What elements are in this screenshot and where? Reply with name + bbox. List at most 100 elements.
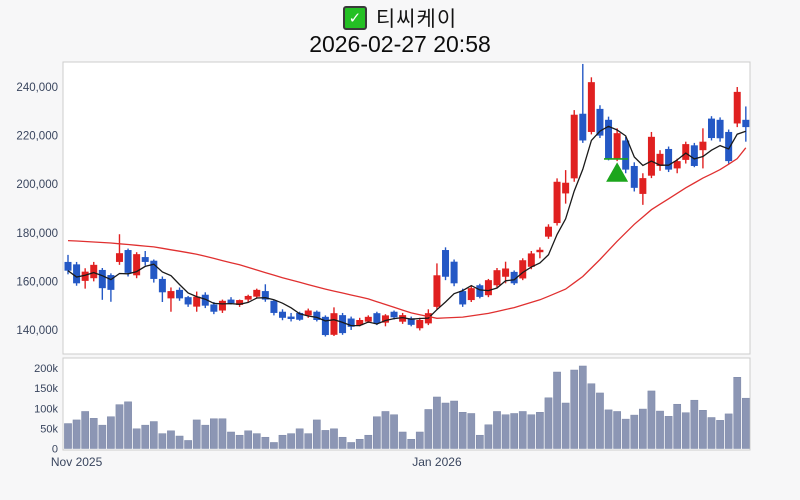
candle-body — [493, 270, 501, 286]
volume-bar — [81, 411, 90, 449]
volume-bar — [604, 409, 613, 449]
volume-bar — [450, 400, 458, 449]
volume-bar — [287, 433, 295, 449]
candle-body — [725, 131, 733, 162]
volume-bar — [373, 416, 381, 449]
price-tick-label: 140,000 — [16, 325, 58, 337]
volume-bar — [252, 433, 261, 449]
candle-body — [553, 181, 561, 224]
volume-bar — [270, 442, 278, 449]
candle-body — [373, 313, 381, 324]
candle-body — [708, 118, 715, 139]
volume-bar — [347, 442, 355, 449]
volume-bar — [192, 419, 201, 449]
short-ma-line — [67, 125, 747, 327]
volume-tick-label: 200k — [34, 363, 58, 375]
volume-bar — [510, 413, 519, 449]
volume-bar — [733, 377, 742, 449]
price-tick-label: 200,000 — [16, 179, 58, 191]
candle-body — [682, 144, 690, 160]
candle-body — [150, 260, 158, 279]
candle-body — [313, 311, 321, 320]
candle-body — [81, 271, 89, 281]
price-tick-label: 240,000 — [16, 82, 58, 94]
candle-body — [201, 294, 209, 306]
volume-bar — [244, 430, 253, 449]
stock-name: 티씨케이 — [375, 8, 458, 31]
candle-body — [287, 316, 295, 320]
volume-tick-label: 150k — [34, 383, 58, 395]
volume-bar — [381, 411, 390, 449]
volume-bar — [304, 433, 313, 449]
volume-bar — [424, 409, 433, 449]
volume-bar — [681, 412, 690, 449]
volume-bar — [561, 402, 570, 449]
candle-body — [73, 264, 81, 284]
volume-bar — [639, 408, 647, 449]
candle-body — [467, 288, 475, 301]
volume-bar — [167, 430, 175, 449]
long-ma-line — [67, 147, 747, 319]
volume-bar — [673, 403, 682, 449]
candle-body — [321, 316, 329, 336]
volume-bar — [647, 390, 656, 449]
candle-body — [442, 250, 450, 277]
candle-body — [433, 275, 441, 307]
volume-tick-label: 50k — [40, 423, 58, 435]
volume-bar — [149, 421, 158, 449]
volume-bar — [355, 438, 364, 449]
candle-body — [64, 261, 72, 271]
volume-bar — [278, 434, 287, 449]
candle-body — [184, 297, 192, 305]
candle-body — [279, 311, 286, 318]
volume-bar — [210, 418, 218, 449]
volume-bar — [321, 430, 330, 449]
candle-body — [253, 289, 261, 297]
volume-bar — [493, 411, 501, 449]
volume-bar — [132, 428, 141, 449]
candle-body — [484, 280, 492, 296]
candle-body — [733, 91, 741, 124]
volume-bar — [235, 434, 244, 449]
volume-tick-label: 0 — [52, 444, 58, 456]
candle-body — [158, 278, 166, 293]
volume-bar — [89, 418, 98, 449]
candle-body — [304, 310, 312, 316]
candle-body — [176, 289, 184, 299]
volume-bar — [227, 431, 235, 449]
volume-bar — [201, 424, 210, 449]
price-tick-label: 180,000 — [16, 228, 58, 240]
volume-bar — [364, 434, 373, 449]
candle-body — [587, 82, 595, 132]
volume-bar — [64, 423, 72, 449]
volume-bar — [390, 414, 398, 449]
volume-bar — [690, 399, 699, 449]
volume-bar — [98, 424, 107, 449]
candle-body — [519, 260, 527, 279]
candle-body — [579, 113, 587, 141]
volume-bar — [578, 365, 587, 449]
candle-body — [510, 271, 518, 284]
candle-body — [459, 291, 467, 305]
volume-bar — [613, 411, 621, 449]
volume-bar — [141, 424, 150, 449]
volume-bar — [312, 419, 321, 449]
volume-bar — [475, 434, 484, 449]
volume-bar — [175, 435, 184, 449]
month-tick-label: Nov 2025 — [51, 455, 103, 469]
candle-body — [98, 269, 106, 289]
candle-body — [742, 119, 750, 128]
candle-body — [261, 291, 269, 300]
candle-body — [227, 299, 235, 304]
candle-body — [330, 313, 338, 335]
candle-body — [502, 268, 510, 277]
chart-title-row: ✓ 티씨케이 — [0, 5, 800, 31]
candle-body — [347, 318, 355, 327]
candle-body — [605, 119, 613, 159]
candle-body — [630, 165, 638, 188]
volume-bar — [630, 414, 639, 449]
volume-bar — [184, 440, 192, 449]
chart-datetime: 2026-02-27 20:58 — [309, 31, 491, 57]
